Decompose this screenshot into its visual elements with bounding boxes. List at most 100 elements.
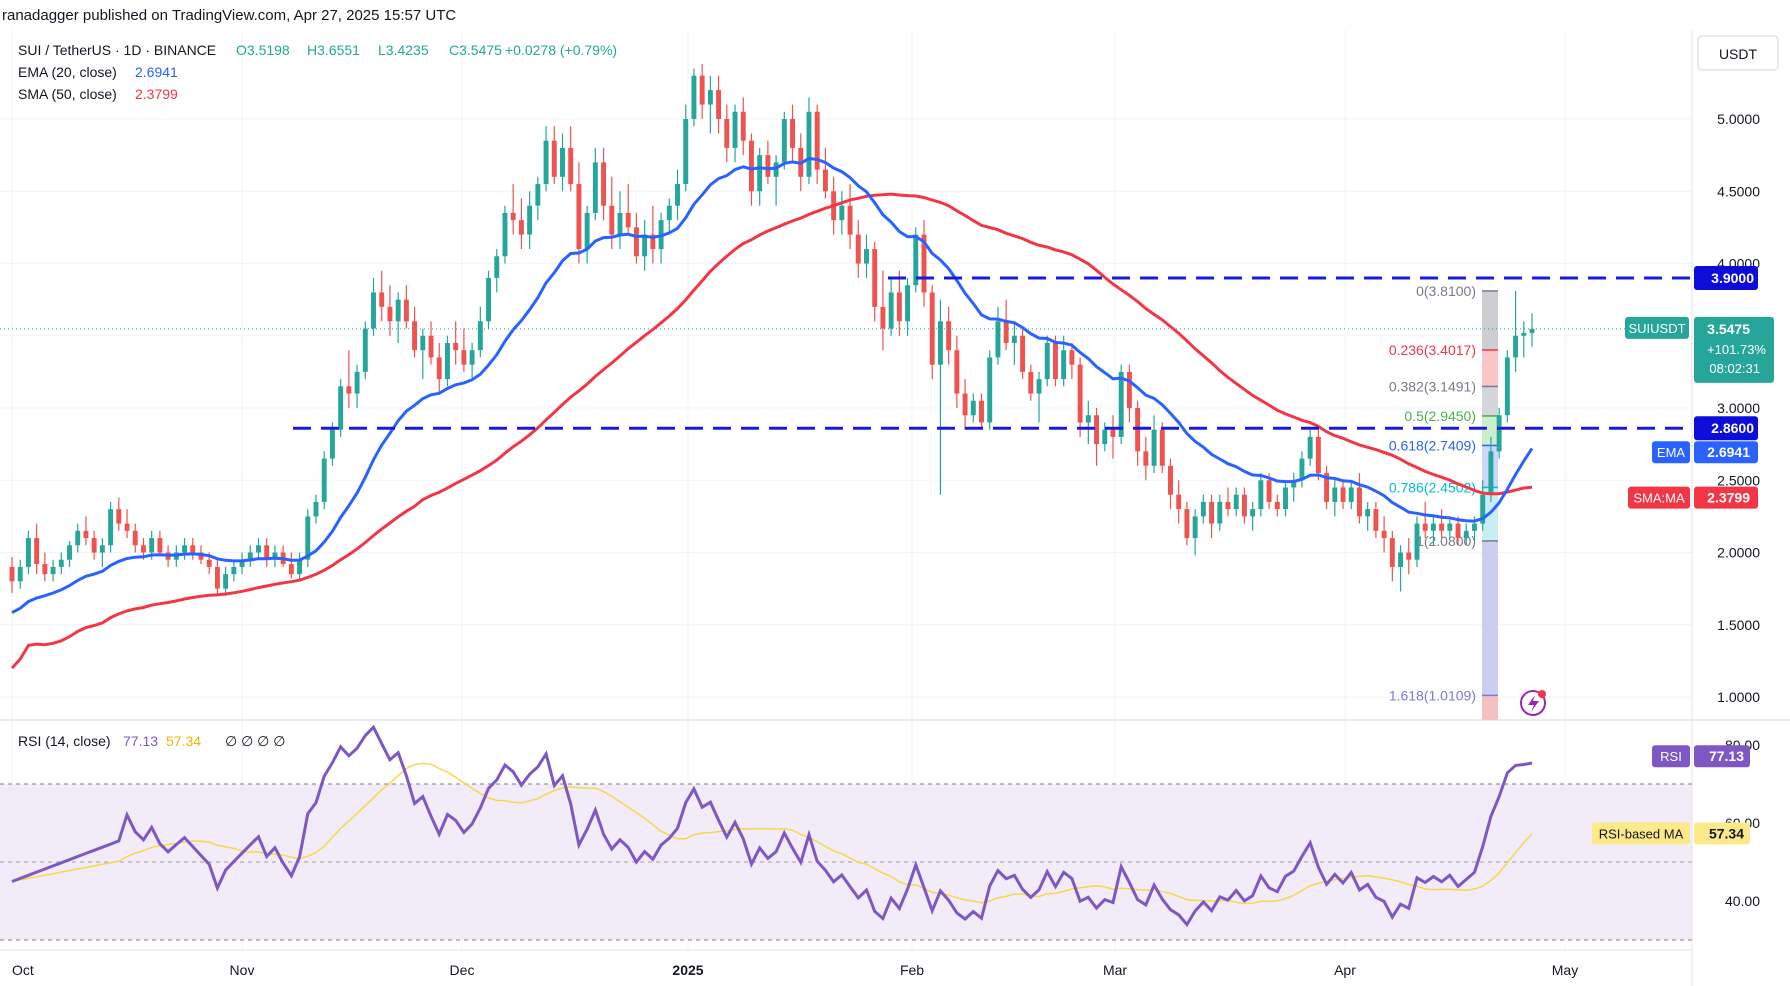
candle	[872, 241, 878, 322]
rsi-value-tag-text: 77.13	[1709, 748, 1744, 764]
candle	[1077, 357, 1083, 437]
fib-zone	[1482, 695, 1498, 720]
candle	[683, 104, 689, 192]
candle	[822, 147, 828, 199]
candle	[1381, 516, 1387, 553]
candle	[1348, 480, 1354, 510]
candle	[50, 559, 56, 582]
candle	[346, 350, 352, 408]
time-tick-label: May	[1552, 962, 1578, 978]
candle	[650, 205, 656, 264]
rsi-legend-label[interactable]: RSI (14, close)	[18, 733, 111, 749]
rsi-ma-value-tag	[1694, 822, 1750, 845]
rsi-value-tag	[1694, 745, 1750, 768]
candle	[42, 552, 48, 582]
candle	[1036, 371, 1042, 423]
candle	[1422, 501, 1428, 539]
candle	[716, 75, 722, 134]
candle	[1192, 509, 1198, 556]
candle	[1020, 328, 1026, 380]
fibonacci-retracement[interactable]: 0(3.8100) 0.236(3.4017) 0.382(3.1491) 0.5(2…	[1389, 283, 1498, 720]
candle	[1044, 335, 1050, 387]
candle	[231, 559, 237, 582]
candle	[790, 104, 796, 163]
candle	[264, 538, 270, 567]
candle	[1414, 516, 1420, 567]
candle	[403, 285, 409, 329]
candle	[1307, 429, 1313, 466]
fib-zone	[1482, 386, 1498, 416]
candle	[1069, 342, 1075, 380]
candle	[1151, 415, 1157, 474]
ema-price-tag-text: 2.6941	[1707, 444, 1750, 460]
lightning-icon[interactable]	[1520, 690, 1546, 716]
candle	[395, 292, 401, 343]
candle	[724, 104, 730, 163]
candle	[486, 270, 492, 329]
candle	[412, 306, 418, 358]
high-value: H3.6551	[307, 42, 360, 58]
candle	[1209, 494, 1215, 539]
time-tick-label: Nov	[230, 962, 255, 978]
candle	[1463, 523, 1469, 546]
candle	[25, 530, 31, 575]
ema-name-tag-text: EMA	[1657, 445, 1686, 460]
candle	[1529, 313, 1535, 347]
candle	[157, 530, 163, 556]
rsi-tick-label: 40.00	[1725, 893, 1760, 909]
last-price-change: +101.73%	[1707, 342, 1766, 357]
candle	[1373, 501, 1379, 539]
candle	[1496, 408, 1502, 459]
sma-name-tag	[1628, 486, 1690, 509]
candle	[1315, 429, 1321, 481]
fib-level-label: 0.786(2.4502)	[1389, 479, 1476, 495]
candle	[313, 494, 319, 524]
candle	[527, 191, 533, 250]
price-tick-label: 1.5000	[1717, 617, 1760, 633]
candle	[1217, 494, 1223, 531]
candle	[477, 306, 483, 358]
series-name-tag-text: SUIUSDT	[1628, 321, 1685, 336]
candle	[1110, 415, 1116, 459]
candle	[83, 516, 89, 546]
ema-legend-label[interactable]: EMA (20, close)	[18, 64, 117, 80]
candle	[428, 321, 434, 365]
price-tick-label: 4.5000	[1717, 183, 1760, 199]
candle	[518, 198, 524, 250]
candle	[987, 350, 993, 430]
candle	[124, 509, 130, 539]
time-axis[interactable]: Oct Nov Dec 2025 Feb Mar Apr May	[12, 962, 1578, 978]
rsi-ma-name-tag-text: RSI-based MA	[1599, 826, 1684, 841]
rsi-legend-extra: ∅ ∅ ∅ ∅	[225, 733, 285, 749]
candle	[954, 335, 960, 408]
candle	[502, 205, 508, 264]
fib-level-label: 0.236(3.4017)	[1389, 342, 1476, 358]
fib-zone	[1482, 415, 1498, 446]
candle	[707, 75, 713, 134]
candle	[1398, 545, 1404, 592]
sma-legend-value: 2.3799	[135, 86, 178, 102]
candle	[765, 140, 771, 185]
ema-20-line	[11, 156, 1534, 614]
candle	[1521, 321, 1527, 358]
symbol-title[interactable]: SUI / TetherUS · 1D · BINANCE	[18, 42, 216, 58]
candle	[568, 126, 574, 192]
time-tick-label: Feb	[900, 962, 924, 978]
price-tick-label: 2.5000	[1717, 472, 1760, 488]
candle	[461, 328, 467, 372]
candle	[592, 147, 598, 221]
currency-button[interactable]	[1697, 35, 1779, 71]
candle	[1488, 436, 1494, 502]
time-tick-label: Mar	[1103, 962, 1127, 978]
rsi-ma-name-tag	[1592, 822, 1690, 845]
candle	[1184, 501, 1190, 546]
sma-legend-label[interactable]: SMA (50, close)	[18, 86, 117, 102]
candle	[1052, 335, 1058, 387]
candle	[1332, 480, 1338, 517]
low-value: L3.4235	[378, 42, 429, 58]
series-name-tag	[1625, 316, 1689, 339]
candle	[979, 393, 984, 430]
horizontal-levels[interactable]	[0, 276, 1692, 430]
